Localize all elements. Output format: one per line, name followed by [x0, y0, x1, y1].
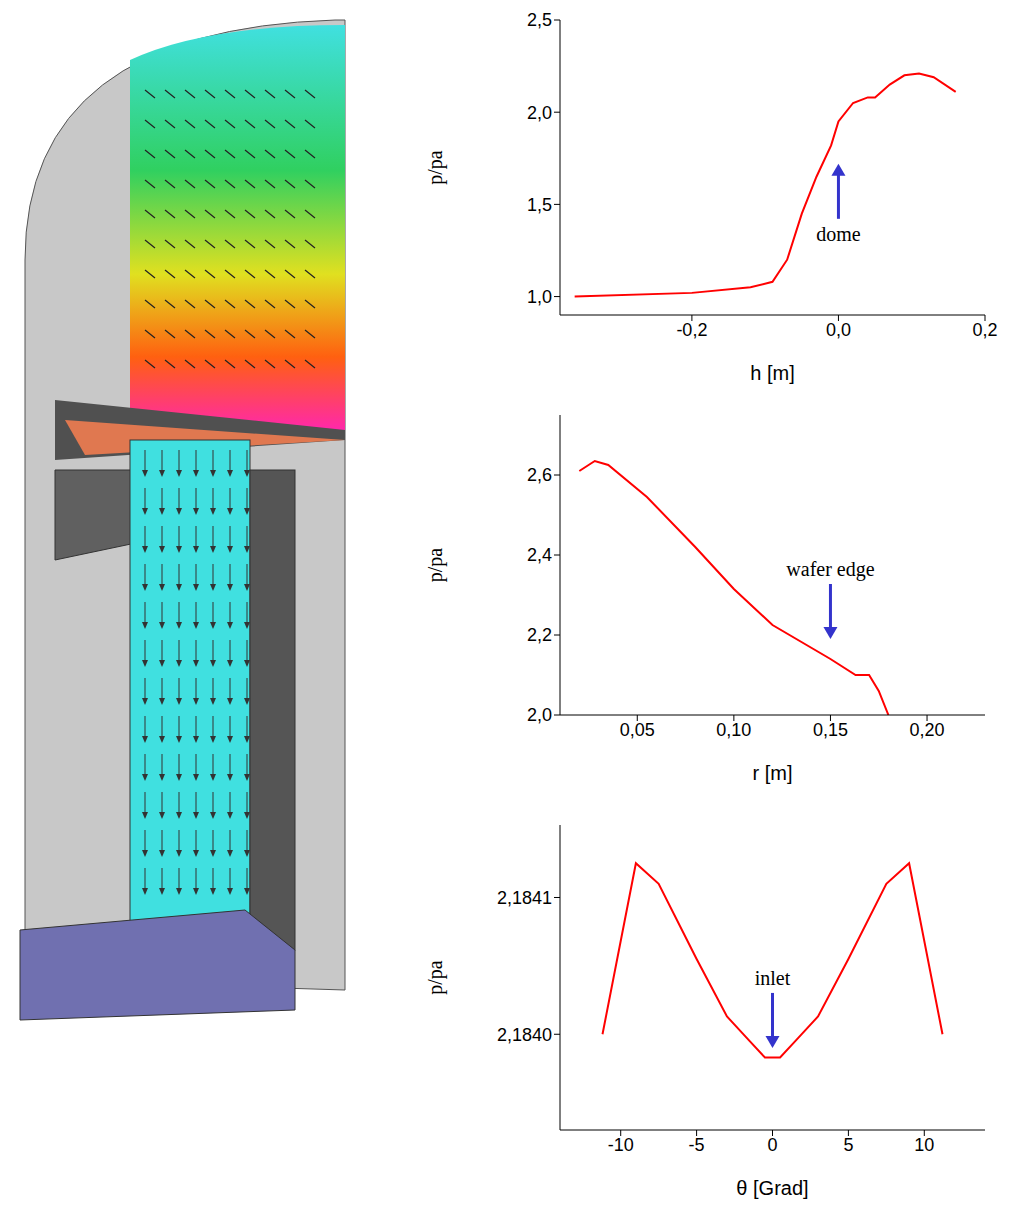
- svg-text:p/pa: p/pa: [424, 548, 447, 583]
- svg-text:2,0: 2,0: [527, 103, 552, 123]
- svg-text:0,0: 0,0: [826, 320, 851, 340]
- svg-text:-10: -10: [608, 1135, 634, 1155]
- svg-text:2,5: 2,5: [527, 10, 552, 30]
- svg-text:0,15: 0,15: [813, 720, 848, 740]
- svg-text:0,2: 0,2: [972, 320, 997, 340]
- svg-text:wafer edge: wafer edge: [786, 558, 874, 581]
- svg-text:10: 10: [914, 1135, 934, 1155]
- svg-text:2,0: 2,0: [527, 705, 552, 725]
- svg-text:h [m]: h [m]: [750, 362, 794, 384]
- svg-text:0,05: 0,05: [620, 720, 655, 740]
- svg-text:2,6: 2,6: [527, 465, 552, 485]
- svg-text:1,0: 1,0: [527, 287, 552, 307]
- svg-text:0,10: 0,10: [716, 720, 751, 740]
- svg-text:1,5: 1,5: [527, 195, 552, 215]
- svg-text:r [m]: r [m]: [753, 762, 793, 784]
- svg-text:2,2: 2,2: [527, 625, 552, 645]
- svg-text:0,20: 0,20: [910, 720, 945, 740]
- svg-text:2,4: 2,4: [527, 545, 552, 565]
- svg-text:p/pa: p/pa: [424, 960, 447, 995]
- svg-text:dome: dome: [816, 223, 861, 245]
- svg-text:inlet: inlet: [755, 967, 791, 989]
- svg-text:p/pa: p/pa: [424, 150, 447, 185]
- svg-text:2,1841: 2,1841: [497, 888, 552, 908]
- svg-text:-5: -5: [689, 1135, 705, 1155]
- svg-text:θ [Grad]: θ [Grad]: [736, 1177, 808, 1199]
- svg-text:5: 5: [843, 1135, 853, 1155]
- svg-text:2,1840: 2,1840: [497, 1025, 552, 1045]
- svg-text:-0,2: -0,2: [676, 320, 707, 340]
- svg-text:0: 0: [767, 1135, 777, 1155]
